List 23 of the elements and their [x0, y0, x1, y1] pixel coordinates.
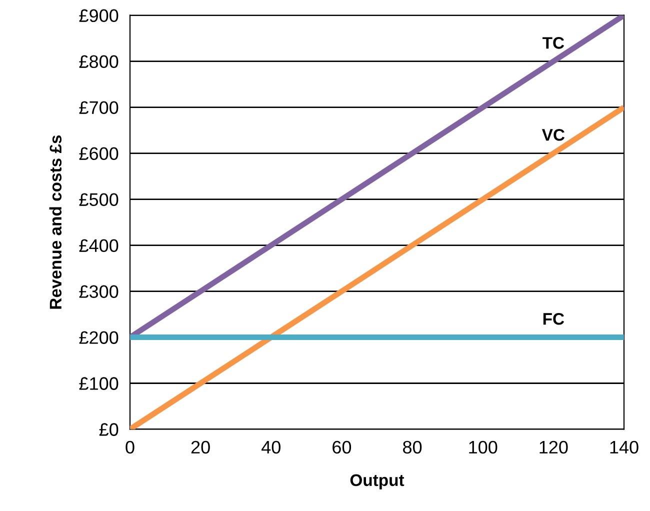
- x-tick-label: 20: [191, 440, 210, 454]
- x-tick-label: 40: [262, 440, 280, 454]
- series-label: FC: [543, 312, 564, 325]
- x-tick-label: 140: [610, 440, 638, 454]
- y-tick-label: £700: [79, 101, 118, 114]
- x-tick-label: 0: [126, 440, 134, 454]
- y-tick-label: £100: [79, 377, 118, 390]
- y-tick-label: £300: [79, 285, 118, 298]
- series-label: TC: [542, 37, 564, 49]
- y-tick-label: £500: [79, 193, 118, 206]
- x-tick-label: 80: [403, 440, 422, 454]
- series-label: VC: [542, 129, 565, 141]
- x-tick-label: 120: [540, 440, 568, 454]
- y-tick-label: £900: [79, 9, 118, 22]
- y-axis-title: Revenue and costs £s: [49, 135, 62, 309]
- x-tick-label: 100: [469, 440, 498, 454]
- x-tick-label: 60: [332, 440, 352, 454]
- y-tick-label: £800: [79, 55, 118, 68]
- x-axis-title: Output: [350, 474, 404, 490]
- y-tick-label: £400: [79, 239, 118, 252]
- y-tick-label: £200: [79, 331, 118, 344]
- y-tick-label: £600: [79, 147, 118, 160]
- y-tick-label: £0: [99, 423, 118, 436]
